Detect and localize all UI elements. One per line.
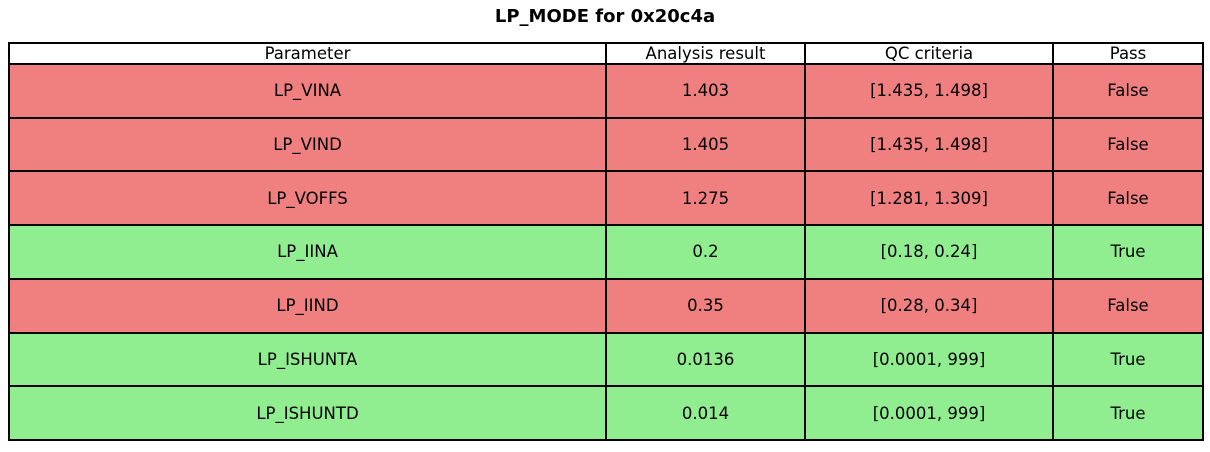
table-header: Parameter Analysis result QC criteria Pa… [8,42,1204,65]
pass-cell: False [1052,116,1204,173]
qc-criteria-cell: [0.18, 0.24] [804,224,1054,280]
analysis-result-cell: 0.2 [605,224,806,280]
pass-cell: True [1052,331,1204,388]
pass-cell: False [1052,277,1204,334]
parameter-cell: LP_VOFFS [8,170,607,227]
parameter-cell: LP_VIND [8,116,607,173]
analysis-result-cell: 0.0136 [605,331,806,388]
table-row: LP_VIND 1.405 [1.435, 1.498] False [8,116,1204,173]
pass-cell: True [1052,385,1204,441]
parameter-cell: LP_ISHUNTD [8,385,607,441]
parameter-cell: LP_IINA [8,224,607,280]
column-header-analysis-result: Analysis result [605,42,806,65]
parameter-cell: LP_VINA [8,63,607,119]
table-row: LP_ISHUNTA 0.0136 [0.0001, 999] True [8,331,1204,388]
table-row: LP_VOFFS 1.275 [1.281, 1.309] False [8,170,1204,227]
pass-cell: False [1052,170,1204,227]
table-row: LP_ISHUNTD 0.014 [0.0001, 999] True [8,385,1204,441]
analysis-result-cell: 1.403 [605,63,806,119]
column-header-parameter: Parameter [8,42,607,65]
parameter-cell: LP_IIND [8,277,607,334]
table-row: LP_IIND 0.35 [0.28, 0.34] False [8,277,1204,334]
pass-cell: False [1052,63,1204,119]
analysis-result-cell: 0.014 [605,385,806,441]
qc-criteria-cell: [0.28, 0.34] [804,277,1054,334]
qc-criteria-cell: [1.281, 1.309] [804,170,1054,227]
analysis-result-cell: 1.405 [605,116,806,173]
qc-criteria-cell: [1.435, 1.498] [804,63,1054,119]
qc-criteria-cell: [0.0001, 999] [804,331,1054,388]
pass-cell: True [1052,224,1204,280]
figure-title: LP_MODE for 0x20c4a [494,6,716,27]
analysis-result-cell: 1.275 [605,170,806,227]
table-row: LP_VINA 1.403 [1.435, 1.498] False [8,63,1204,119]
analysis-result-cell: 0.35 [605,277,806,334]
qc-results-table: Parameter Analysis result QC criteria Pa… [8,42,1204,441]
qc-criteria-cell: [0.0001, 999] [804,385,1054,441]
column-header-qc-criteria: QC criteria [804,42,1054,65]
parameter-cell: LP_ISHUNTA [8,331,607,388]
table-row: LP_IINA 0.2 [0.18, 0.24] True [8,224,1204,280]
column-header-pass: Pass [1052,42,1204,65]
qc-criteria-cell: [1.435, 1.498] [804,116,1054,173]
table-body: LP_VINA 1.403 [1.435, 1.498] False LP_VIND 1.… [8,63,1204,441]
header-row: Parameter Analysis result QC criteria Pa… [8,42,1204,65]
